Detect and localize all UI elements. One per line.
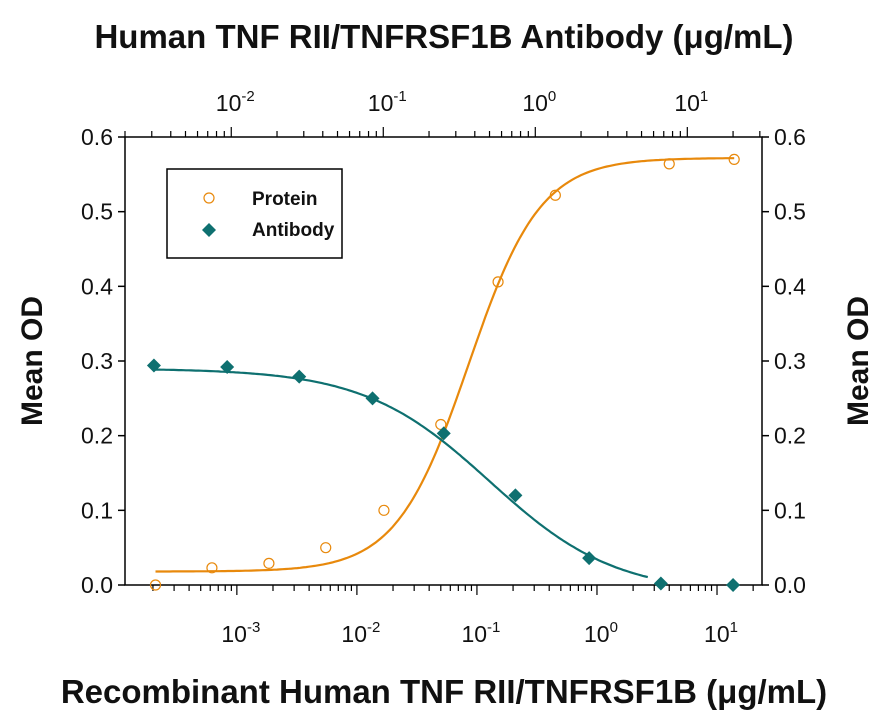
antibody-fit-curve [153, 368, 649, 579]
protein-data-point [492, 276, 504, 288]
bottom-x-tick-label: 10-3 [221, 619, 260, 647]
bottom-x-tick-label: 100 [584, 619, 618, 647]
protein-data-point [378, 504, 390, 516]
left-y-tick-label: 0.3 [81, 348, 113, 374]
right-y-axis-label: Mean OD [842, 296, 875, 426]
antibody-data-point [292, 369, 307, 384]
left-y-tick-label: 0.6 [81, 124, 113, 150]
tick-exponent: -1 [487, 619, 500, 636]
top-x-tick-label: 10-2 [216, 88, 255, 116]
protein-data-point [263, 557, 275, 569]
protein-data-point [206, 562, 218, 574]
tick-exponent: -2 [367, 619, 380, 636]
antibody-data-point [436, 426, 451, 441]
antibody-data-point [220, 359, 235, 374]
top-x-tick-label: 101 [674, 88, 708, 116]
protein-data-point [728, 153, 740, 165]
left-y-tick-label: 0.1 [81, 497, 113, 523]
tick-base: 10 [216, 90, 242, 116]
right-y-tick-label: 0.4 [774, 273, 806, 299]
right-y-tick-label: 0.2 [774, 423, 806, 449]
antibody-data-point [508, 488, 523, 503]
tick-base: 10 [221, 621, 247, 647]
antibody-data-point [653, 576, 668, 591]
top-axis-title: Human TNF RII/TNFRSF1B Antibody (μg/mL) [94, 18, 793, 55]
bottom-axis-title: Recombinant Human TNF RII/TNFRSF1B (μg/m… [61, 673, 827, 710]
left-y-tick-label: 0.4 [81, 273, 113, 299]
right-y-tick-label: 0.5 [774, 199, 806, 225]
legend-protein-label: Protein [252, 189, 317, 210]
tick-exponent: 1 [700, 88, 708, 105]
left-y-tick-label: 0.2 [81, 423, 113, 449]
left-y-tick-label: 0.0 [81, 572, 113, 598]
antibody-data-point [582, 551, 597, 566]
tick-exponent: -3 [247, 619, 260, 636]
legend-box [166, 168, 343, 259]
right-y-tick-label: 0.3 [774, 348, 806, 374]
tick-base: 10 [368, 90, 394, 116]
legend-antibody-label: Antibody [252, 220, 335, 241]
protein-data-point [663, 158, 675, 170]
antibody-data-point [365, 391, 380, 406]
top-x-tick-label: 10-1 [368, 88, 407, 116]
antibody-data-point [146, 358, 161, 373]
tick-exponent: 0 [610, 619, 618, 636]
left-y-axis-label: Mean OD [16, 296, 49, 426]
tick-base: 10 [584, 621, 610, 647]
left-y-tick-label: 0.5 [81, 199, 113, 225]
tick-base: 10 [674, 90, 700, 116]
tick-base: 10 [341, 621, 367, 647]
tick-exponent: 1 [730, 619, 738, 636]
protein-data-point [320, 542, 332, 554]
top-x-tick-label: 100 [522, 88, 556, 116]
legend-antibody-marker [202, 223, 216, 237]
tick-exponent: 0 [548, 88, 556, 105]
bottom-x-tick-label: 101 [704, 619, 738, 647]
right-y-tick-label: 0.6 [774, 124, 806, 150]
right-y-tick-label: 0.0 [774, 572, 806, 598]
right-y-tick-label: 0.1 [774, 497, 806, 523]
protein-data-point [149, 579, 162, 591]
antibody-data-point [726, 578, 741, 592]
tick-exponent: -1 [393, 88, 406, 105]
tick-base: 10 [704, 621, 730, 647]
legend: Protein Antibody [166, 168, 343, 259]
bottom-x-tick-label: 10-1 [461, 619, 500, 647]
tick-base: 10 [522, 90, 548, 116]
protein-data-point [549, 189, 561, 201]
legend-protein-marker [203, 192, 215, 204]
bottom-x-tick-label: 10-2 [341, 619, 380, 647]
tick-exponent: -2 [241, 88, 254, 105]
tick-base: 10 [461, 621, 487, 647]
